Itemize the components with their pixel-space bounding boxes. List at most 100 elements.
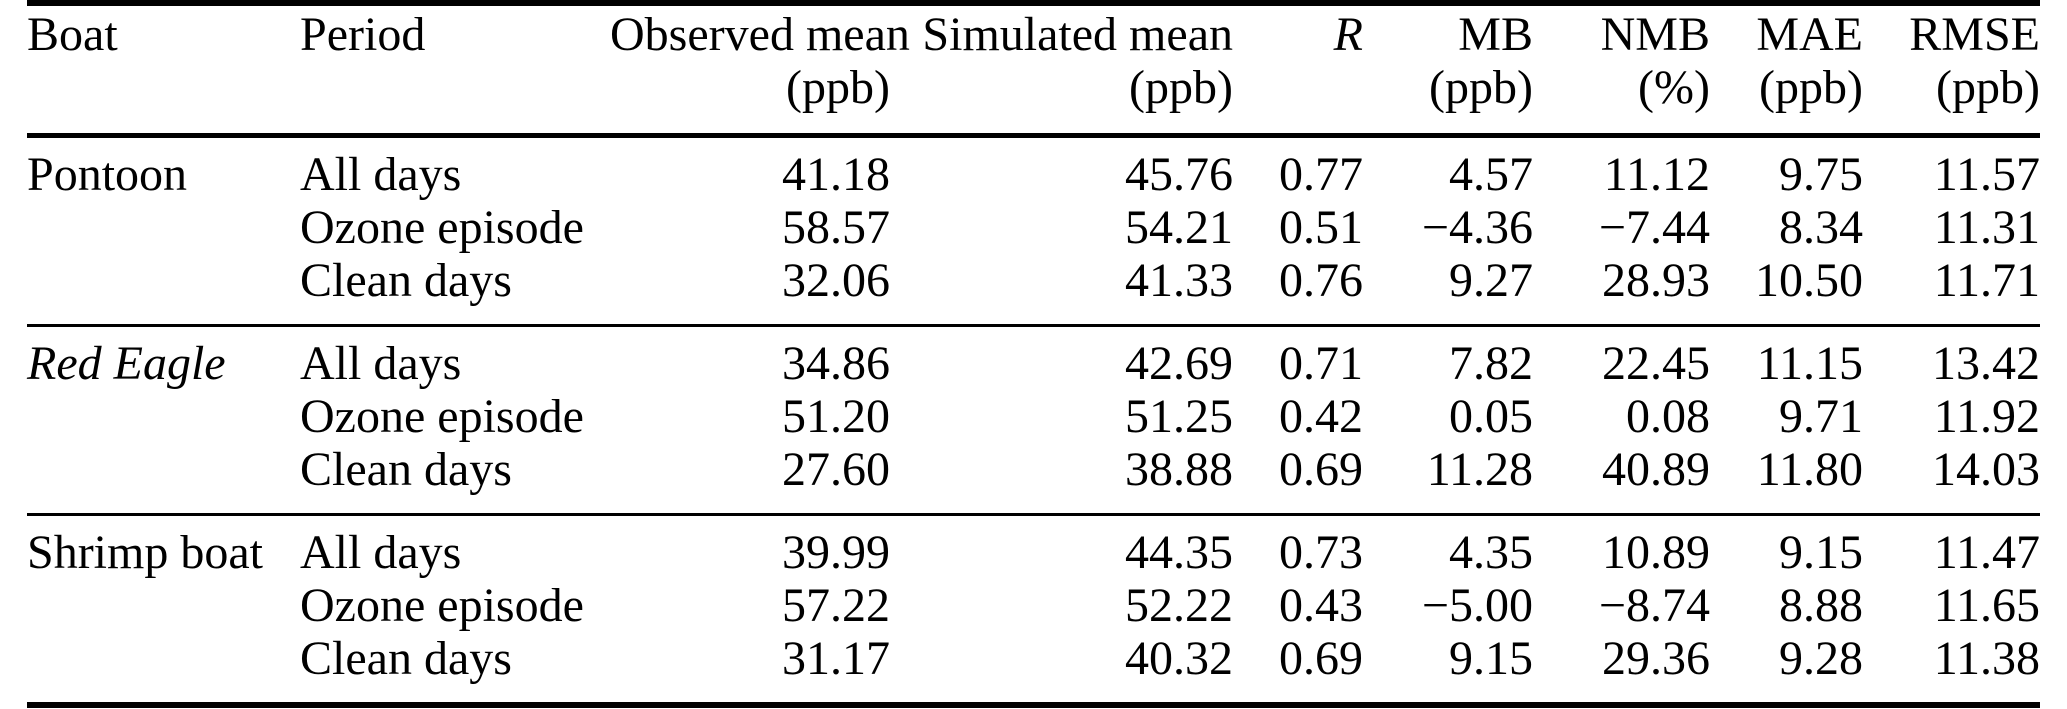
cell-mb: 9.27 [1449, 254, 1533, 307]
cell-mb: 4.35 [1449, 526, 1533, 579]
cell-mae: 9.28 [1779, 632, 1863, 685]
cell-rmse: 13.42 [1932, 337, 2040, 390]
cell-rmse: 11.31 [1933, 201, 2040, 254]
cell-simulated-mean: 51.25 [1125, 390, 1233, 443]
cell-simulated-mean: 40.32 [1125, 632, 1233, 685]
col-header-rmse: RMSE (ppb) [1909, 8, 2040, 114]
col-header-nmb: NMB (%) [1600, 8, 1710, 114]
cell-observed-mean: 39.99 [782, 526, 890, 579]
table-row: Pontoon All days 41.18 45.76 0.77 4.57 1… [27, 136, 2040, 202]
cell-period: All days [300, 526, 462, 579]
cell-nmb: 28.93 [1602, 254, 1710, 307]
cell-nmb: 29.36 [1602, 632, 1710, 685]
col-header-simulated-mean: Simulated mean (ppb) [922, 8, 1233, 114]
cell-observed-mean: 27.60 [782, 443, 890, 496]
cell-mae: 9.75 [1779, 148, 1863, 201]
cell-period: Ozone episode [300, 390, 584, 443]
cell-mae: 8.34 [1779, 201, 1863, 254]
col-header-mb: MB (ppb) [1429, 8, 1533, 114]
cell-r: 0.51 [1279, 201, 1363, 254]
cell-r: 0.73 [1279, 526, 1363, 579]
cell-period: All days [300, 337, 462, 390]
cell-observed-mean: 31.17 [782, 632, 890, 685]
cell-mb: 4.57 [1449, 148, 1533, 201]
cell-period: Clean days [300, 443, 512, 496]
cell-r: 0.71 [1279, 337, 1363, 390]
cell-observed-mean: 51.20 [782, 390, 890, 443]
cell-boat-empty [27, 254, 300, 326]
cell-rmse: 11.57 [1933, 148, 2040, 201]
cell-period: Clean days [300, 632, 512, 685]
cell-mb: 11.28 [1426, 443, 1533, 496]
cell-boat-empty [27, 390, 300, 443]
cell-rmse: 11.65 [1933, 579, 2040, 632]
table-row: Red Eagle All days 34.86 42.69 0.71 7.82… [27, 326, 2040, 391]
cell-r: 0.77 [1279, 148, 1363, 201]
col-header-r: R [1333, 8, 1363, 61]
cell-r: 0.76 [1279, 254, 1363, 307]
cell-observed-mean: 57.22 [782, 579, 890, 632]
table-row: Ozone episode 58.57 54.21 0.51 −4.36 −7.… [27, 201, 2040, 254]
cell-r: 0.43 [1279, 579, 1363, 632]
table-row: Clean days 31.17 40.32 0.69 9.15 29.36 9… [27, 632, 2040, 705]
table-row: Ozone episode 57.22 52.22 0.43 −5.00 −8.… [27, 579, 2040, 632]
cell-r: 0.42 [1279, 390, 1363, 443]
cell-mae: 9.71 [1779, 390, 1863, 443]
cell-period: Ozone episode [300, 201, 584, 254]
cell-rmse: 14.03 [1932, 443, 2040, 496]
cell-observed-mean: 34.86 [782, 337, 890, 390]
table-row: Clean days 32.06 41.33 0.76 9.27 28.93 1… [27, 254, 2040, 326]
cell-rmse: 11.38 [1933, 632, 2040, 685]
cell-simulated-mean: 41.33 [1125, 254, 1233, 307]
cell-mae: 11.15 [1756, 337, 1863, 390]
cell-mae: 9.15 [1779, 526, 1863, 579]
cell-boat: Red Eagle [27, 337, 226, 390]
table-header: Boat Period Observed mean (ppb) Simulate… [27, 3, 2040, 136]
cell-boat: Pontoon [27, 148, 188, 201]
cell-boat-empty [27, 201, 300, 254]
cell-nmb: 0.08 [1626, 390, 1710, 443]
boat-group-shrimp-boat: Shrimp boat All days 39.99 44.35 0.73 4.… [27, 514, 2040, 706]
cell-observed-mean: 58.57 [782, 201, 890, 254]
col-header-period: Period [300, 8, 426, 61]
cell-simulated-mean: 44.35 [1125, 526, 1233, 579]
boat-group-red-eagle: Red Eagle All days 34.86 42.69 0.71 7.82… [27, 325, 2040, 515]
cell-rmse: 11.92 [1933, 390, 2040, 443]
cell-rmse: 11.47 [1933, 526, 2040, 579]
cell-observed-mean: 32.06 [782, 254, 890, 307]
cell-boat-empty [27, 632, 300, 705]
model-evaluation-table: Boat Period Observed mean (ppb) Simulate… [27, 0, 2040, 708]
col-header-mae: MAE (ppb) [1756, 8, 1863, 114]
cell-boat-empty [27, 579, 300, 632]
cell-observed-mean: 41.18 [782, 148, 890, 201]
cell-rmse: 11.71 [1933, 254, 2040, 307]
boat-group-pontoon: Pontoon All days 41.18 45.76 0.77 4.57 1… [27, 136, 2040, 326]
cell-boat-empty [27, 443, 300, 515]
cell-boat: Shrimp boat [27, 526, 263, 579]
cell-r: 0.69 [1279, 443, 1363, 496]
cell-r: 0.69 [1279, 632, 1363, 685]
cell-period: Clean days [300, 254, 512, 307]
cell-nmb: −7.44 [1598, 201, 1710, 254]
cell-mae: 11.80 [1756, 443, 1863, 496]
cell-period: Ozone episode [300, 579, 584, 632]
cell-nmb: −8.74 [1598, 579, 1710, 632]
cell-mb: 9.15 [1449, 632, 1533, 685]
cell-period: All days [300, 148, 462, 201]
cell-mb: 7.82 [1449, 337, 1533, 390]
cell-simulated-mean: 54.21 [1125, 201, 1233, 254]
header-row: Boat Period Observed mean (ppb) Simulate… [27, 3, 2040, 136]
cell-simulated-mean: 45.76 [1125, 148, 1233, 201]
table-row: Ozone episode 51.20 51.25 0.42 0.05 0.08… [27, 390, 2040, 443]
col-header-boat: Boat [27, 8, 118, 61]
cell-simulated-mean: 42.69 [1125, 337, 1233, 390]
cell-mae: 10.50 [1755, 254, 1863, 307]
cell-nmb: 22.45 [1602, 337, 1710, 390]
col-header-observed-mean: Observed mean (ppb) [610, 8, 910, 114]
table-row: Shrimp boat All days 39.99 44.35 0.73 4.… [27, 515, 2040, 580]
cell-mb: 0.05 [1449, 390, 1533, 443]
table-row: Clean days 27.60 38.88 0.69 11.28 40.89 … [27, 443, 2040, 515]
cell-nmb: 11.12 [1603, 148, 1710, 201]
cell-nmb: 10.89 [1602, 526, 1710, 579]
cell-mb: −5.00 [1421, 579, 1533, 632]
